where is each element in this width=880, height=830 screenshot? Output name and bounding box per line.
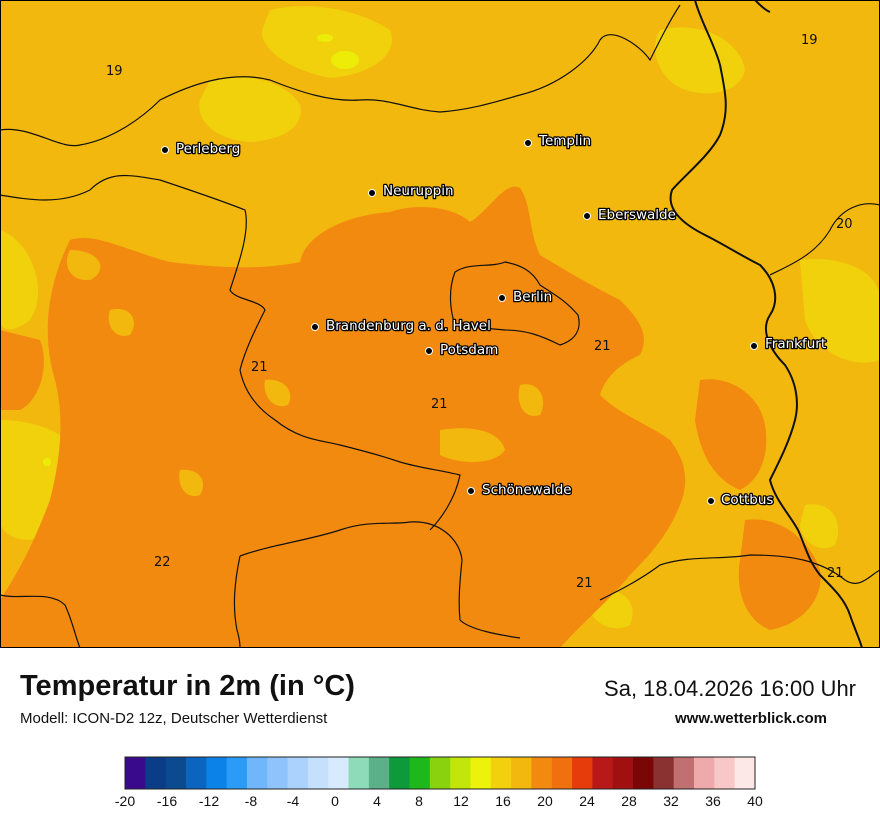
isotherm-label: 21 [594, 339, 611, 354]
legend-swatch [348, 757, 370, 789]
city-label-potsdam: Potsdam [440, 342, 498, 358]
legend-tick-label: -20 [115, 793, 135, 809]
legend-swatch [206, 757, 228, 789]
legend-tick-label: 36 [705, 793, 721, 809]
legend-swatch [694, 757, 715, 789]
legend-tick-label: 8 [415, 793, 423, 809]
city-label-cottbus: Cottbus [721, 492, 773, 508]
isotherm-labels: 19 19 20 21 21 21 22 21 21 [106, 33, 853, 591]
city-dot [707, 497, 715, 505]
map-footer: Temperatur in 2m (in °C) Modell: ICON-D2… [0, 648, 880, 830]
isotherm-label: 21 [431, 397, 448, 412]
legend-swatch [592, 757, 614, 789]
legend-tick-label: 40 [747, 793, 763, 809]
legend-swatch [531, 757, 553, 789]
legend-swatch [125, 757, 146, 789]
legend-tick-label: 20 [537, 793, 553, 809]
legend-swatch [145, 757, 167, 789]
city-dot [524, 139, 532, 147]
temperature-map: 19 19 20 21 21 21 22 21 21 Perleberg Tem… [0, 0, 880, 648]
city-label-perleberg: Perleberg [176, 141, 240, 157]
legend-tick-label: 16 [495, 793, 511, 809]
isotherm-label: 19 [106, 64, 123, 79]
legend-swatch [185, 757, 207, 789]
valid-time: Sa, 18.04.2026 16:00 Uhr [604, 676, 856, 701]
legend-tick-label: 32 [663, 793, 679, 809]
city-dot [583, 212, 591, 220]
legend-tick-label: -16 [157, 793, 177, 809]
legend-tick-label: -4 [287, 793, 300, 809]
legend-swatch [307, 757, 329, 789]
city-dot [467, 487, 475, 495]
isotherm-label: 20 [836, 217, 853, 232]
isotherm-label: 21 [827, 566, 844, 581]
city-dot [498, 294, 506, 302]
zone-16 [43, 34, 359, 466]
legend-tick-label: 4 [373, 793, 381, 809]
legend-tick-label: 12 [453, 793, 469, 809]
legend-swatch [429, 757, 451, 789]
legend-swatch [246, 757, 268, 789]
isotherm-label: 21 [576, 576, 593, 591]
isotherm-label: 21 [251, 360, 268, 375]
city-dot [368, 189, 376, 197]
legend-swatch [572, 757, 593, 789]
legend-swatch [328, 757, 350, 789]
legend-swatch [714, 757, 736, 789]
legend-tick-label: 0 [331, 793, 339, 809]
legend-swatch [633, 757, 654, 789]
city-label-neuruppin: Neuruppin [383, 183, 454, 199]
map-title: Temperatur in 2m (in °C) [20, 670, 355, 702]
city-dot [161, 146, 169, 154]
city-label-templin: Templin [538, 133, 591, 149]
legend-swatch [653, 757, 675, 789]
city-markers: Perleberg Templin Neuruppin Eberswalde B… [161, 132, 827, 509]
administrative-borders [0, 4, 880, 648]
city-label-schoenewalde: Schönewalde [482, 482, 572, 498]
legend-swatch [450, 757, 471, 789]
legend-swatch [612, 757, 634, 789]
legend-swatch [368, 757, 390, 789]
legend-swatch [470, 757, 492, 789]
city-label-berlin: Berlin [513, 289, 552, 305]
national-border [669, 0, 863, 648]
website-link[interactable]: www.wetterblick.com [675, 710, 827, 727]
legend-swatch [511, 757, 532, 789]
color-legend: -20 -16 -12 -8 -4 0 4 8 12 16 20 24 28 32 36 40 [115, 756, 763, 809]
city-label-brandenburg: Brandenburg a. d. Havel [326, 318, 491, 334]
legend-swatch [734, 757, 756, 789]
legend-border [124, 756, 756, 790]
legend-swatch [287, 757, 309, 789]
legend-swatch [267, 757, 289, 789]
legend-tick-label: 28 [621, 793, 637, 809]
city-label-frankfurt: Frankfurt [765, 336, 826, 352]
model-info: Modell: ICON-D2 12z, Deutscher Wetterdie… [20, 710, 328, 727]
legend-swatch [673, 757, 695, 789]
legend-swatch [165, 757, 187, 789]
isotherm-label: 22 [154, 555, 171, 570]
legend-swatch [551, 757, 573, 789]
legend-swatch [226, 757, 248, 789]
legend-swatch [409, 757, 431, 789]
zone-20 [0, 186, 821, 648]
legend-swatch [490, 757, 512, 789]
city-dot [311, 323, 319, 331]
legend-swatch [389, 757, 411, 789]
city-label-eberswalde: Eberswalde [598, 207, 676, 223]
legend-tick-label: -8 [245, 793, 258, 809]
isotherm-label: 19 [801, 33, 818, 48]
legend-tick-label: 24 [579, 793, 595, 809]
city-dot [425, 347, 433, 355]
legend-tick-label: -12 [199, 793, 219, 809]
city-dot [750, 342, 758, 350]
zone-18-patches [66, 250, 544, 497]
